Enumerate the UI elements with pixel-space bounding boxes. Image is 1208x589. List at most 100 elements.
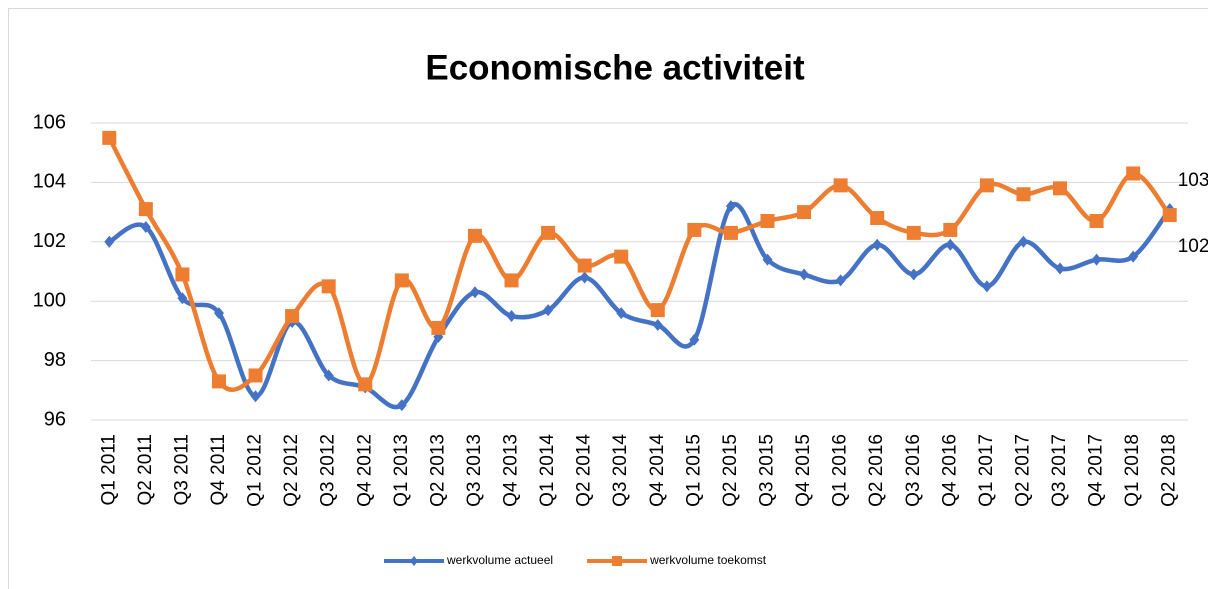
marker xyxy=(614,249,629,264)
marker xyxy=(687,222,702,237)
marker xyxy=(321,279,336,294)
marker xyxy=(211,374,226,389)
marker xyxy=(140,220,151,233)
y-tick-label: 106 xyxy=(33,111,66,133)
x-tick-label: Q2 2011 xyxy=(135,434,156,505)
marker xyxy=(650,303,665,318)
data-label: 102,9 xyxy=(1178,236,1208,257)
x-tick-label: Q1 2018 xyxy=(1122,434,1143,507)
legend-item: werkvolume toekomst xyxy=(587,553,767,567)
marker xyxy=(396,399,407,412)
marker xyxy=(835,274,846,287)
x-tick-label: Q1 2013 xyxy=(391,434,412,507)
x-tick-label: Q4 2016 xyxy=(939,434,960,507)
x-tick-label: Q3 2017 xyxy=(1049,434,1070,507)
marker xyxy=(762,253,773,266)
marker xyxy=(1128,250,1139,263)
legend-marker xyxy=(410,556,418,566)
x-tick-label: Q1 2011 xyxy=(98,434,119,505)
marker xyxy=(323,369,334,382)
marker xyxy=(431,320,446,335)
legend-label: werkvolume toekomst xyxy=(649,553,767,567)
marker xyxy=(506,310,517,323)
x-tick-label: Q3 2016 xyxy=(903,434,924,507)
marker xyxy=(1055,262,1066,275)
x-tick-label: Q4 2011 xyxy=(208,434,229,505)
x-tick-label: Q3 2015 xyxy=(756,434,777,507)
x-tick-label: Q1 2016 xyxy=(830,434,851,507)
marker xyxy=(725,200,736,213)
marker xyxy=(1053,181,1068,196)
marker xyxy=(104,235,115,248)
data-label: 103,1 xyxy=(1178,170,1208,191)
x-tick-label: Q2 2016 xyxy=(866,434,887,507)
legend-marker xyxy=(612,556,623,566)
legend-item: werkvolume actueel xyxy=(384,553,553,567)
marker xyxy=(394,273,409,288)
y-tick-label: 96 xyxy=(44,408,66,430)
marker xyxy=(906,225,921,240)
marker xyxy=(504,273,519,288)
marker xyxy=(469,286,480,299)
marker xyxy=(943,222,958,237)
y-tick-label: 104 xyxy=(33,171,66,193)
marker xyxy=(760,214,775,229)
marker xyxy=(799,268,810,281)
y-tick-label: 100 xyxy=(33,289,66,311)
x-tick-label: Q4 2017 xyxy=(1086,434,1107,507)
marker xyxy=(945,238,956,251)
marker xyxy=(1126,166,1141,181)
marker xyxy=(1162,208,1177,223)
marker xyxy=(541,225,556,240)
x-tick-label: Q3 2012 xyxy=(318,434,339,507)
x-tick-label: Q1 2015 xyxy=(683,434,704,507)
marker xyxy=(908,268,919,281)
marker xyxy=(723,225,738,240)
marker xyxy=(689,333,700,346)
x-tick-label: Q2 2012 xyxy=(281,434,302,507)
marker xyxy=(1018,235,1029,248)
marker xyxy=(248,368,263,383)
marker xyxy=(1091,253,1102,266)
marker xyxy=(285,309,300,324)
x-tick-label: Q4 2012 xyxy=(354,434,375,507)
x-tick-label: Q4 2013 xyxy=(501,434,522,507)
marker xyxy=(872,238,883,251)
marker xyxy=(577,258,592,273)
x-tick-label: Q3 2011 xyxy=(171,434,192,505)
marker xyxy=(797,205,812,220)
x-tick-label: Q4 2014 xyxy=(647,434,668,507)
marker xyxy=(979,178,994,193)
x-tick-label: Q2 2013 xyxy=(427,434,448,507)
marker xyxy=(102,130,117,145)
y-tick-label: 102 xyxy=(33,230,66,252)
x-tick-label: Q2 2017 xyxy=(1012,434,1033,507)
y-tick-label: 98 xyxy=(44,349,66,371)
marker xyxy=(358,377,373,392)
legend-label: werkvolume actueel xyxy=(446,553,553,567)
marker xyxy=(138,202,153,217)
x-tick-label: Q1 2014 xyxy=(537,434,558,507)
x-tick-label: Q2 2018 xyxy=(1159,434,1180,507)
marker xyxy=(1089,214,1104,229)
marker xyxy=(652,318,663,331)
x-tick-label: Q4 2015 xyxy=(793,434,814,507)
marker xyxy=(870,211,885,226)
marker xyxy=(250,390,261,403)
marker xyxy=(579,271,590,284)
x-tick-label: Q2 2015 xyxy=(720,434,741,507)
marker xyxy=(616,307,627,320)
marker xyxy=(981,280,992,293)
marker xyxy=(1016,187,1031,202)
x-tick-label: Q3 2014 xyxy=(610,434,631,507)
chart-title: Economische activiteit xyxy=(425,48,805,87)
x-tick-label: Q3 2013 xyxy=(464,434,485,507)
marker xyxy=(833,178,848,193)
marker xyxy=(177,292,188,305)
marker xyxy=(213,307,224,320)
marker xyxy=(175,267,190,282)
x-tick-label: Q1 2012 xyxy=(245,434,266,507)
x-tick-label: Q1 2017 xyxy=(976,434,997,507)
marker xyxy=(467,228,482,243)
